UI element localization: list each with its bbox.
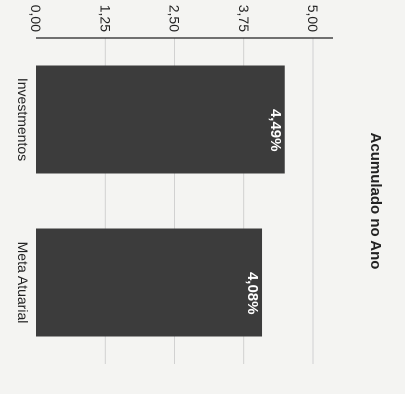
bar-data-label: 4,08% <box>244 272 261 315</box>
y-tick-label: 3,75 <box>236 5 252 32</box>
x-tick-labels: Investmentos Meta Atuarial <box>15 78 31 323</box>
y-tick-label: 2,50 <box>167 5 183 32</box>
y-tick-label: 0,00 <box>28 5 44 32</box>
bar <box>36 65 285 174</box>
y-tick-labels: 0,00 1,25 2,50 3,75 5,00 <box>28 5 321 32</box>
chart-title: Acumulado no Ano <box>367 133 384 270</box>
bars: 4,49% 4,08% <box>36 65 285 337</box>
bar-data-label: 4,49% <box>267 109 284 152</box>
y-tick-label: 1,25 <box>97 5 113 32</box>
x-tick-label: Investmentos <box>15 78 31 161</box>
bar <box>36 228 263 337</box>
x-tick-label: Meta Atuarial <box>15 242 31 324</box>
y-tick-label: 5,00 <box>305 5 321 32</box>
